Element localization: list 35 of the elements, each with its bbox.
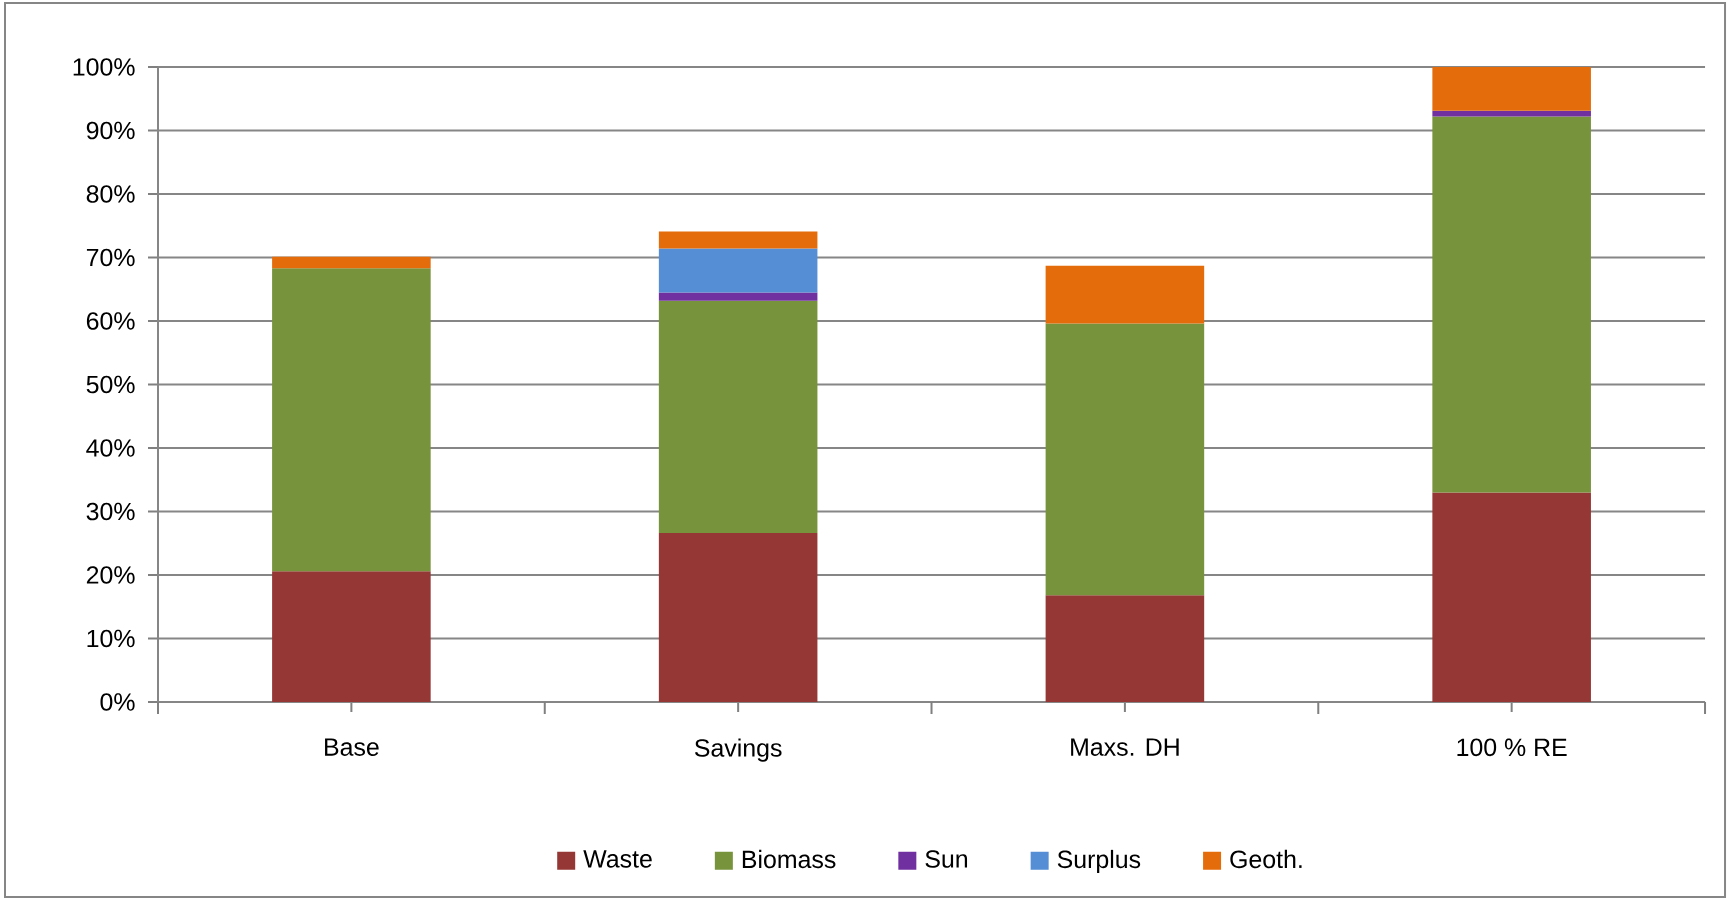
y-tick-label: 10% (87, 629, 135, 648)
y-tick-label: 50% (86, 375, 135, 394)
bar (658, 300, 818, 534)
y-tick-label: 80% (86, 185, 135, 203)
y-tick-label: 100% (73, 58, 135, 76)
y-tick-label: 0% (100, 693, 135, 711)
x-tick-label: Savings (694, 738, 782, 762)
bar (272, 571, 431, 702)
bar (272, 268, 431, 572)
y-tick-label: 60% (86, 312, 135, 330)
bar (1045, 595, 1205, 702)
legend-label: Biomass (742, 849, 836, 869)
y-tick-label: 30% (86, 502, 135, 521)
bar (1045, 265, 1205, 324)
x-tick-label: Maxs. DH (1071, 738, 1179, 756)
bar (1432, 116, 1591, 493)
y-tick-label: 90% (86, 121, 135, 140)
bar (1432, 492, 1591, 702)
bar (658, 231, 818, 249)
y-tick-label: 70% (86, 248, 135, 267)
bar (1045, 323, 1205, 596)
legend-label: Geoth. (1230, 849, 1302, 869)
bar (1432, 110, 1591, 117)
bar (1432, 66, 1591, 111)
bar (658, 292, 818, 301)
y-tick-label: 40% (86, 439, 135, 457)
y-tick-label: 20% (86, 566, 135, 584)
bar (272, 256, 431, 269)
bar (658, 533, 818, 702)
bar (658, 248, 818, 293)
legend-label: Surplus (1057, 849, 1141, 874)
x-tick-label: Base (325, 738, 379, 756)
x-tick-label: 100 % RE (1457, 738, 1567, 757)
legend-label: Sun (925, 850, 968, 868)
legend-label: Waste (583, 850, 652, 868)
